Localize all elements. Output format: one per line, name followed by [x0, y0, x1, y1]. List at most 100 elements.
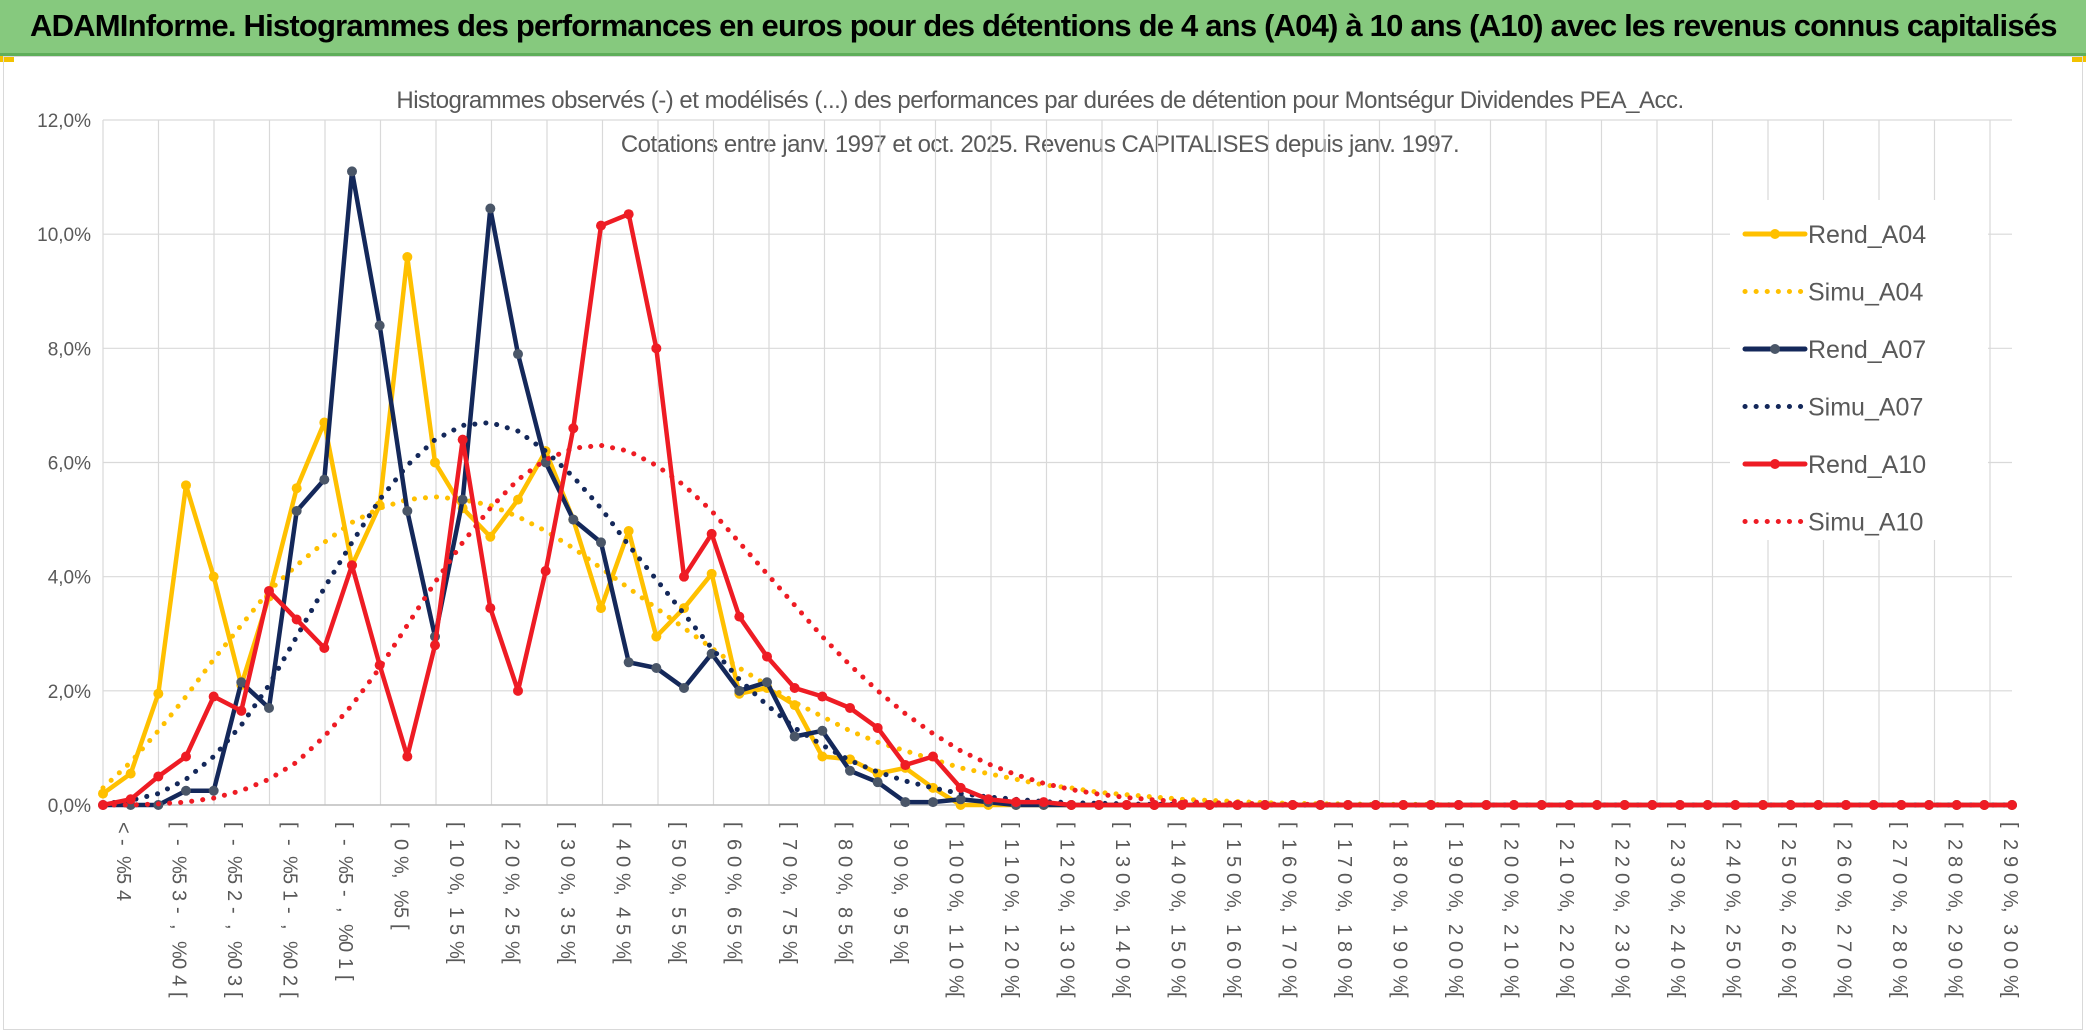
- data-point-rend_a07: [319, 474, 330, 485]
- data-point-rend_a07: [513, 349, 523, 360]
- x-tick-char: 2: [1833, 924, 1855, 935]
- x-tick-char: 4: [1722, 856, 1744, 867]
- series-line-rend_a04: [100, 254, 2015, 808]
- x-tick-char: 2: [1555, 839, 1577, 850]
- x-tick-char: [: [1056, 992, 1078, 998]
- x-tick-char: 1: [1056, 839, 1078, 850]
- legend-label: Rend_A04: [1808, 221, 1926, 249]
- x-tick-label: [160%,170%[: [1278, 822, 1300, 998]
- legend-label: Simu_A10: [1808, 509, 1923, 537]
- x-tick-char: 2: [1444, 924, 1466, 935]
- x-tick-char: [: [1555, 822, 1577, 828]
- x-tick-char: %: [1611, 975, 1633, 993]
- x-tick-char: [: [223, 822, 245, 828]
- x-tick-char: 8: [1888, 941, 1910, 952]
- data-point-rend_a04: [651, 631, 662, 642]
- x-tick-char: ,: [1666, 907, 1688, 913]
- data-point-rend_a10: [319, 643, 330, 654]
- data-point-rend_a10: [457, 434, 468, 445]
- x-tick-char: %: [1833, 890, 1855, 908]
- data-point-rend_a07: [596, 537, 606, 548]
- x-tick-label: < -%5 4: [112, 822, 134, 901]
- x-tick-char: 0: [834, 856, 856, 867]
- corner-mark-left: [0, 56, 14, 62]
- x-tick-char: [: [723, 958, 745, 964]
- x-tick-char: 8: [1389, 856, 1411, 867]
- x-tick-char: 9: [1444, 856, 1466, 867]
- x-tick-char: 2: [1056, 856, 1078, 867]
- x-tick-char: ,: [723, 890, 745, 896]
- x-tick-char: 4: [1167, 856, 1189, 867]
- x-tick-char: 4: [112, 890, 134, 901]
- data-point-rend_a07: [928, 797, 938, 808]
- x-tick-char: 7: [1333, 856, 1355, 867]
- x-tick-char: [: [556, 822, 578, 828]
- data-point-rend_a10: [485, 603, 496, 614]
- x-tick-char: ,: [889, 890, 911, 896]
- x-tick-char: 8: [1944, 856, 1966, 867]
- x-tick-char: [: [1999, 992, 2021, 998]
- x-tick-char: 3: [1111, 856, 1133, 867]
- x-tick-char: ,: [1389, 907, 1411, 913]
- x-tick-char: [: [334, 975, 356, 981]
- x-tick-char: 1: [1278, 839, 1300, 850]
- x-tick-char: ,: [1444, 907, 1466, 913]
- x-tick-char: 7: [1833, 941, 1855, 952]
- x-tick-char: [: [1833, 992, 1855, 998]
- data-point-rend_a10: [1730, 800, 1741, 810]
- x-tick-char: ,: [667, 890, 689, 896]
- data-point-rend_a10: [872, 722, 883, 733]
- x-tick-char: [: [889, 822, 911, 828]
- legend-box: [1730, 200, 1988, 540]
- x-tick-char: 3: [556, 839, 578, 850]
- x-tick-char: 1: [1000, 856, 1022, 867]
- x-tick-char: 1: [1389, 839, 1411, 850]
- x-tick-char: ,: [1777, 907, 1799, 913]
- x-tick-char: 1: [279, 890, 301, 901]
- data-point-rend_a10: [2007, 800, 2017, 810]
- x-tick-char: 2: [1888, 839, 1910, 850]
- x-tick-char: [: [334, 822, 356, 828]
- x-tick-char: %: [1056, 975, 1078, 993]
- x-tick-char: 0: [334, 941, 356, 952]
- data-point-rend_a07: [845, 765, 855, 776]
- x-tick-label: [110%,120%[: [1000, 822, 1022, 998]
- plot-area: [98, 166, 2017, 810]
- corner-mark-right: [2072, 56, 2086, 62]
- data-point-rend_a07: [651, 663, 662, 673]
- data-point-rend_a04: [98, 788, 108, 799]
- x-tick-char: 0: [1056, 873, 1078, 884]
- x-tick-label: [40%,45%[: [612, 822, 634, 964]
- x-tick-char: %: [1333, 975, 1355, 993]
- x-tick-char: -: [279, 907, 301, 914]
- x-tick-char: %: [334, 924, 356, 942]
- x-tick-char: 0: [1999, 958, 2021, 969]
- x-tick-char: %: [778, 941, 800, 959]
- x-tick-char: %: [1777, 890, 1799, 908]
- x-tick-char: [: [279, 992, 301, 998]
- data-point-rend_a10: [1951, 800, 1962, 810]
- data-point-rend_a04: [817, 751, 828, 762]
- x-tick-char: 0: [223, 958, 245, 969]
- x-tick-char: ,: [168, 924, 190, 930]
- x-tick-char: %: [1666, 890, 1688, 908]
- x-tick-char: %: [667, 873, 689, 891]
- x-tick-char: 5: [1167, 941, 1189, 952]
- data-point-rend_a07: [623, 657, 634, 668]
- legend-label: Rend_A10: [1808, 451, 1926, 479]
- y-tick-label: 12,0%: [37, 111, 91, 132]
- x-tick-char: 3: [1611, 941, 1633, 952]
- data-point-rend_a10: [1398, 800, 1409, 810]
- x-tick-char: [: [279, 822, 301, 828]
- data-point-rend_a04: [596, 603, 606, 614]
- data-point-rend_a10: [1619, 800, 1630, 810]
- x-tick-char: -: [223, 839, 245, 846]
- x-tick-char: 1: [1444, 839, 1466, 850]
- x-tick-char: ,: [1833, 907, 1855, 913]
- data-point-rend_a10: [983, 794, 994, 805]
- x-tick-char: 0: [1167, 873, 1189, 884]
- x-tick-char: 1: [1555, 856, 1577, 867]
- x-tick-char: %: [445, 873, 467, 891]
- x-tick-char: 2: [1555, 924, 1577, 935]
- x-tick-char: [: [1000, 992, 1022, 998]
